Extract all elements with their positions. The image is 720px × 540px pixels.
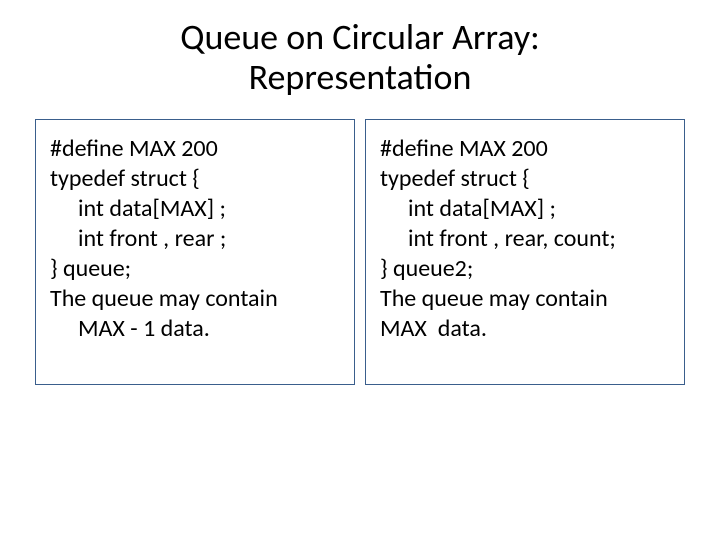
right-line-2: int data[MAX] ; <box>380 194 670 224</box>
right-codebox: #define MAX 200typedef struct {int data[… <box>365 119 685 385</box>
left-line-5: The queue may contain <box>50 284 340 314</box>
right-line-3: int front , rear, count; <box>380 224 670 254</box>
left-line-3: int front , rear ; <box>50 224 340 254</box>
left-line-4: } queue; <box>50 254 340 284</box>
title-line-1: Queue on Circular Array: <box>180 18 540 58</box>
right-line-4: } queue2; <box>380 254 670 284</box>
slide-title: Queue on Circular Array: Representation <box>180 18 540 97</box>
left-line-1: typedef struct { <box>50 164 340 194</box>
left-line-2: int data[MAX] ; <box>50 194 340 224</box>
left-line-6: MAX - 1 data. <box>50 314 340 344</box>
right-line-1: typedef struct { <box>380 164 670 194</box>
right-line-6: MAX data. <box>380 314 670 344</box>
right-line-5: The queue may contain <box>380 284 670 314</box>
right-line-0: #define MAX 200 <box>380 134 670 164</box>
left-codebox: #define MAX 200typedef struct {int data[… <box>35 119 355 385</box>
title-line-2: Representation <box>180 58 540 98</box>
columns-container: #define MAX 200typedef struct {int data[… <box>30 119 690 385</box>
left-line-0: #define MAX 200 <box>50 134 340 164</box>
slide: Queue on Circular Array: Representation … <box>0 0 720 540</box>
